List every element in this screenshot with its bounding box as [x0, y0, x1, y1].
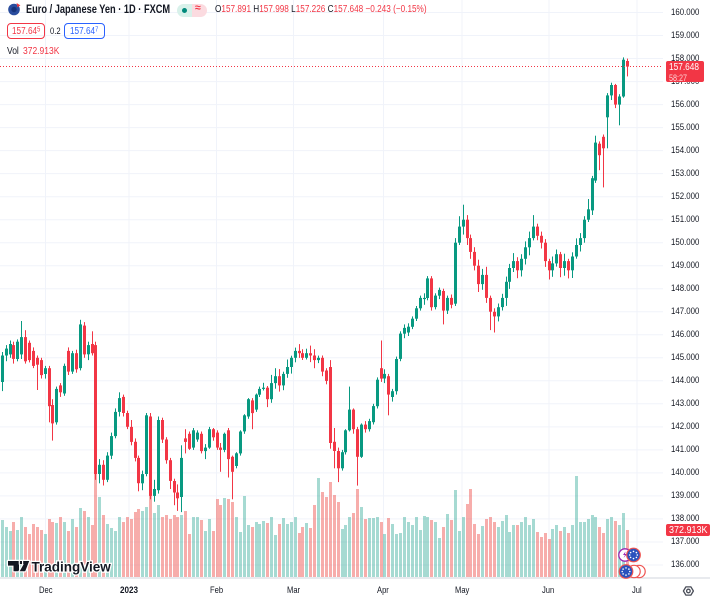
- svg-text:TradingView: TradingView: [32, 559, 112, 574]
